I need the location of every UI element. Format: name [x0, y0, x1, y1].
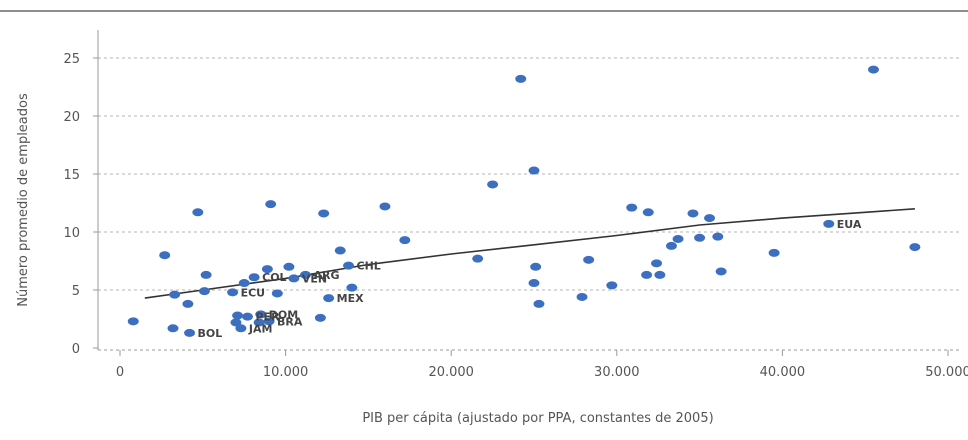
data-point: [704, 214, 716, 223]
data-point: [235, 324, 247, 333]
data-point: [184, 328, 196, 337]
data-point: [255, 310, 267, 319]
point-label: PER: [256, 311, 281, 324]
data-point: [712, 232, 724, 241]
data-point: [576, 292, 588, 301]
data-point: [200, 270, 212, 279]
x-axis-ticks: 0 10.000 20.000 30.000 40.000 50.000: [116, 350, 968, 380]
point-label: EUA: [837, 218, 862, 231]
point-label: BRA: [277, 315, 303, 328]
data-point: [654, 270, 666, 279]
data-point: [230, 318, 242, 327]
data-point: [167, 324, 179, 333]
data-point: [198, 287, 210, 296]
data-point: [288, 274, 300, 283]
data-point: [528, 279, 540, 288]
data-point: [379, 202, 391, 211]
y-tick-label: 5: [72, 284, 80, 299]
x-tick-label: 30.000: [594, 365, 640, 380]
data-point: [323, 294, 335, 303]
data-point: [641, 270, 653, 279]
data-point: [687, 209, 699, 218]
grid-lines: [98, 57, 960, 351]
y-tick-label: 0: [72, 342, 80, 357]
data-point: [583, 255, 595, 264]
x-axis-title: PIB per cápita (ajustado por PPA, consta…: [362, 411, 713, 426]
data-point: [530, 262, 542, 271]
data-point: [227, 288, 239, 297]
trend-line: [144, 208, 915, 299]
data-point: [472, 254, 484, 263]
data-point: [263, 317, 275, 326]
data-point: [399, 236, 411, 245]
data-point: [768, 248, 780, 257]
data-point: [299, 270, 311, 279]
data-point: [169, 290, 181, 299]
data-point: [253, 318, 265, 327]
point-label: COL: [262, 271, 286, 284]
point-label: DOM: [269, 308, 298, 321]
data-point: [261, 265, 273, 274]
point-label: CHL: [357, 260, 381, 273]
y-tick-label: 10: [63, 226, 80, 241]
y-axis-title: Número promedio de empleados: [16, 93, 31, 307]
data-point: [823, 219, 835, 228]
data-point: [248, 273, 260, 282]
data-point: [909, 243, 921, 252]
data-point: [694, 233, 706, 242]
data-point: [232, 311, 244, 320]
x-tick-label: 0: [116, 365, 124, 380]
y-axis-ticks: 0 5 10 15 20 25: [63, 52, 98, 357]
point-label: JAM: [248, 322, 273, 335]
data-point: [487, 180, 499, 189]
data-point: [672, 234, 684, 243]
point-label: ECU: [241, 286, 266, 299]
data-point: [606, 281, 618, 290]
data-point: [192, 208, 204, 217]
x-tick-label: 20.000: [428, 365, 474, 380]
x-tick-label: 10.000: [263, 365, 309, 380]
data-point: [528, 166, 540, 175]
data-point: [238, 279, 250, 288]
data-point: [127, 317, 139, 326]
data-point: [346, 283, 358, 292]
data-points: [127, 65, 921, 337]
data-point: [314, 313, 326, 322]
data-point: [343, 261, 355, 270]
data-point: [182, 299, 194, 308]
data-point: [665, 241, 677, 250]
data-point: [651, 259, 663, 268]
point-label: MEX: [337, 292, 364, 305]
x-tick-label: 50.000: [925, 365, 968, 380]
point-label: ARG: [313, 269, 339, 282]
data-point: [642, 208, 654, 217]
data-point: [242, 312, 254, 321]
y-tick-label: 25: [63, 52, 80, 67]
point-label: VEN: [302, 272, 327, 285]
data-point: [318, 209, 330, 218]
data-point: [515, 74, 527, 83]
y-tick-label: 15: [63, 168, 80, 183]
x-tick-label: 40.000: [760, 365, 806, 380]
y-tick-label: 20: [63, 110, 80, 125]
data-point: [334, 246, 346, 255]
data-point: [283, 262, 295, 271]
point-label: BOL: [198, 327, 223, 340]
data-point: [715, 267, 727, 276]
top-rule: [0, 10, 968, 12]
data-point: [159, 251, 171, 260]
data-point: [867, 65, 879, 74]
data-point: [265, 200, 277, 209]
data-point: [626, 203, 638, 212]
data-point: [533, 299, 545, 308]
data-point: [271, 289, 283, 298]
